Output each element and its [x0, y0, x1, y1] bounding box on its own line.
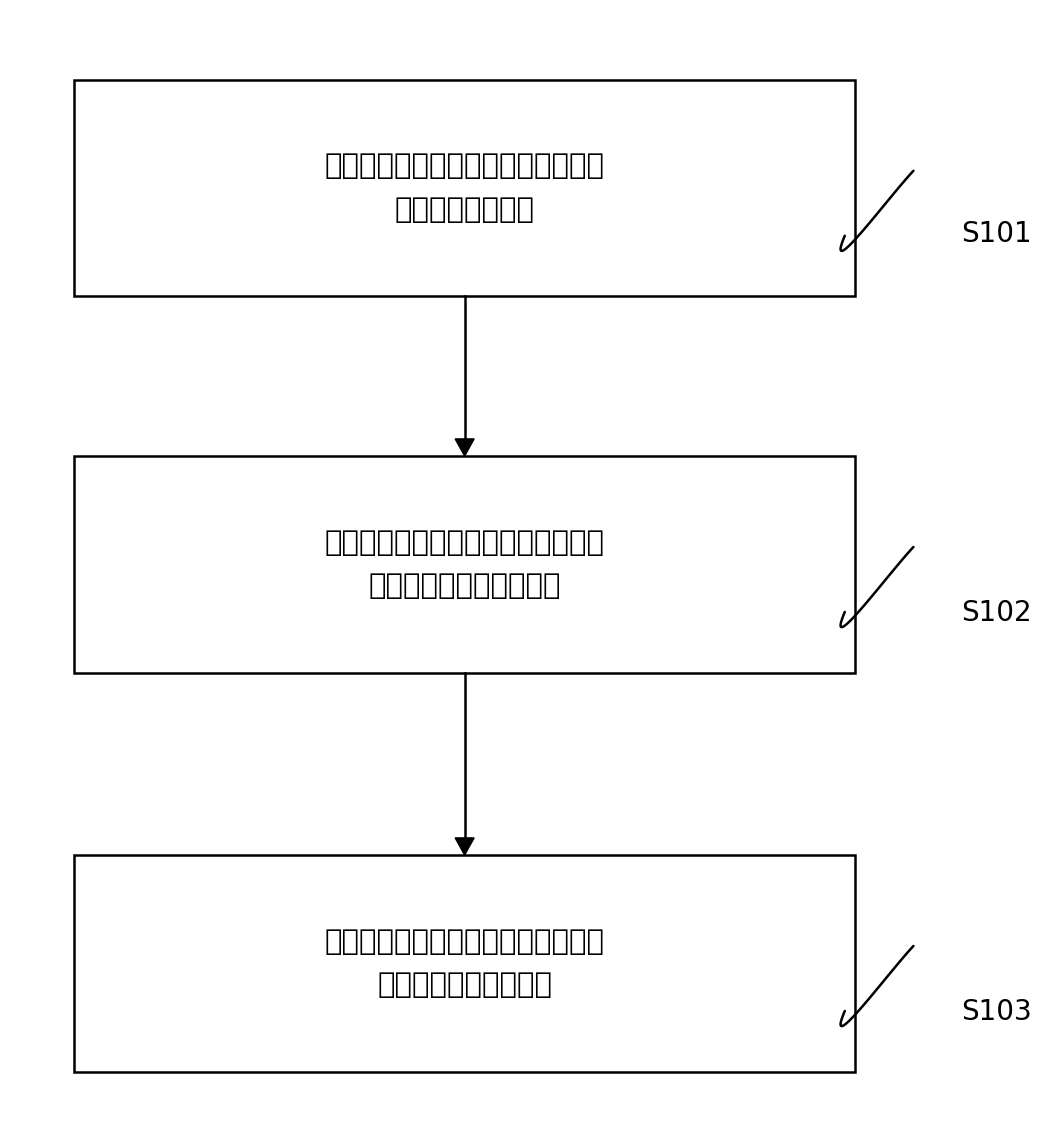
Text: S101: S101 [961, 220, 1032, 247]
Bar [74, 456, 855, 673]
Text: 使用所述同步数据对所述非业务卡锁
定的频点进行频偏校正: 使用所述同步数据对所述非业务卡锁 定的频点进行频偏校正 [324, 928, 605, 999]
Text: S102: S102 [961, 600, 1032, 627]
Polygon shape [455, 439, 474, 456]
Text: S103: S103 [961, 999, 1032, 1026]
Bar [74, 80, 855, 296]
Text: 接收业务卡的业务数据，所述业务数
据包括多个业务帧: 接收业务卡的业务数据，所述业务数 据包括多个业务帧 [324, 153, 605, 223]
Polygon shape [455, 838, 474, 855]
Text: 在所述业务数据的预定帧占用的时间
接收非业务卡的同步数据: 在所述业务数据的预定帧占用的时间 接收非业务卡的同步数据 [324, 529, 605, 600]
Bar [74, 855, 855, 1072]
